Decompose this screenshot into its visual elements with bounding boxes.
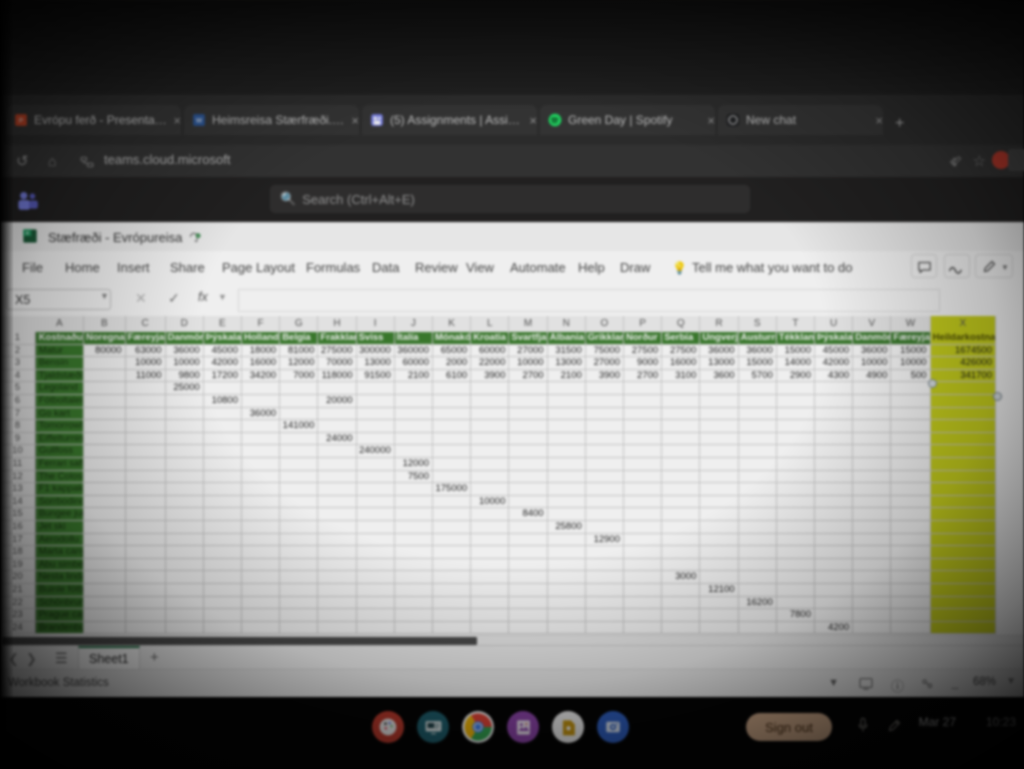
svg-text:W: W [196,117,203,124]
svg-text:P: P [19,117,23,124]
